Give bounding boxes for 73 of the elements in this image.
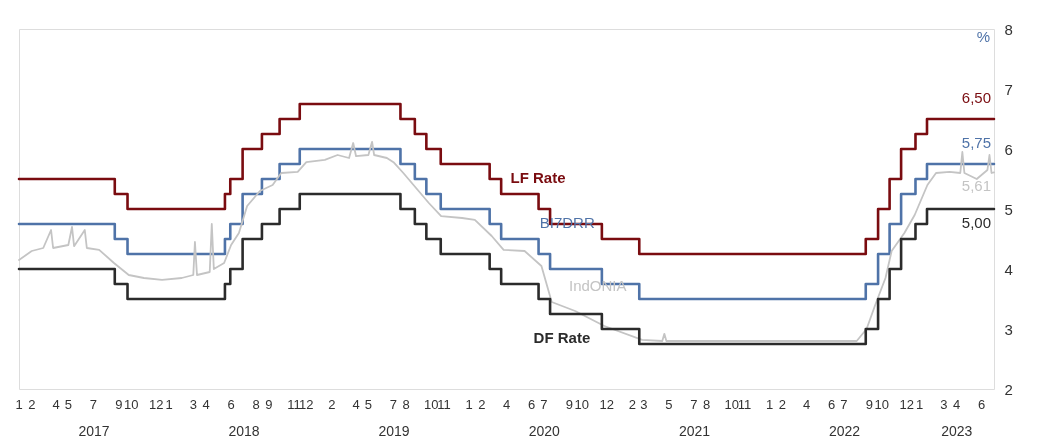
y-tick-label: 7 [1004,80,1013,98]
x-tick-label: 12 [299,397,314,412]
x-tick-label: 10 [424,397,439,412]
y-tick-label: 2 [1004,380,1013,398]
text: 2019 [378,423,410,439]
text: 2021 [678,423,711,439]
x-tick-label: 3 [940,397,948,412]
text: 2022 [829,423,861,439]
x-tick-label: 1 [915,397,924,412]
x-tick-label: 12 [899,397,915,412]
x-tick-label: 9 [115,397,123,412]
x-tick-label: 10 [874,397,890,412]
x-tick-label: 3 [189,397,197,412]
x-tick-label: 1 [15,397,23,412]
y-tick-label: 6 [1004,140,1013,158]
x-tick-label: 6 [828,397,836,412]
series-label: IndONIA [569,277,627,294]
x-tick-label: 7 [89,397,98,412]
x-tick-label: 4 [502,397,511,412]
line-series [18,140,995,342]
data-label: 5,75 [961,134,991,151]
x-tick-label: 6 [527,397,536,412]
x-tick-label: 3 [640,397,648,412]
x-tick-label: 12 [599,397,615,412]
x-tick-label: 4 [202,397,210,412]
x-tick-label: 10 [574,397,589,412]
x-tick-label: 11 [437,397,451,412]
x-tick-label: 5 [665,397,673,412]
x-tick-label: 1 [165,397,173,412]
x-tick-label: 5 [64,397,72,412]
x-tick-label: 7 [690,397,698,412]
data-label: 5,00 [961,214,991,231]
x-tick-label: 4 [952,397,961,412]
x-tick-label: 8 [703,397,711,412]
y-tick-label: 5 [1004,200,1013,218]
y-tick-label: 8 [1004,20,1013,38]
x-tick-label: 12 [149,397,164,412]
x-tick-label: 2 [628,397,636,412]
text: 2020 [528,423,561,439]
x-tick-label: 8 [252,397,260,412]
text: 2017 [78,423,110,439]
x-tick-label: 6 [227,397,235,412]
y-tick-label: 3 [1004,320,1013,338]
y-axis-title: % [976,28,990,45]
x-tick-label: 1 [765,397,774,412]
x-tick-label: 9 [865,397,874,412]
y-tick-label: 4 [1004,260,1013,278]
x-tick-label: 11 [287,397,301,412]
text: 2023 [941,423,973,439]
x-tick-label: 4 [352,397,360,412]
text: 2018 [228,423,260,439]
x-tick-label: 5 [364,397,373,412]
x-tick-label: 4 [52,397,60,412]
x-tick-label: 10 [724,397,739,412]
x-tick-label: 2 [778,397,786,412]
x-tick-label: 9 [265,397,273,412]
x-tick-label: 4 [802,397,811,412]
series-label: DF Rate [533,329,591,346]
x-tick-label: 2 [328,397,336,412]
x-tick-label: 2 [28,397,36,412]
data-label: 6,50 [961,89,991,106]
x-tick-label: 2 [478,397,486,412]
series-label: LF Rate [510,169,566,186]
x-tick-label: 8 [402,397,410,412]
data-label: 5,61 [961,177,991,195]
x-tick-label: 1 [465,397,473,412]
x-tick-label: 7 [389,397,398,412]
x-tick-label: 7 [540,397,548,412]
x-tick-label: 11 [737,397,752,412]
x-tick-label: 7 [840,397,848,412]
x-tick-label: 10 [123,397,139,412]
x-tick-label: 6 [978,397,986,412]
x-tick-label: 9 [565,397,574,412]
